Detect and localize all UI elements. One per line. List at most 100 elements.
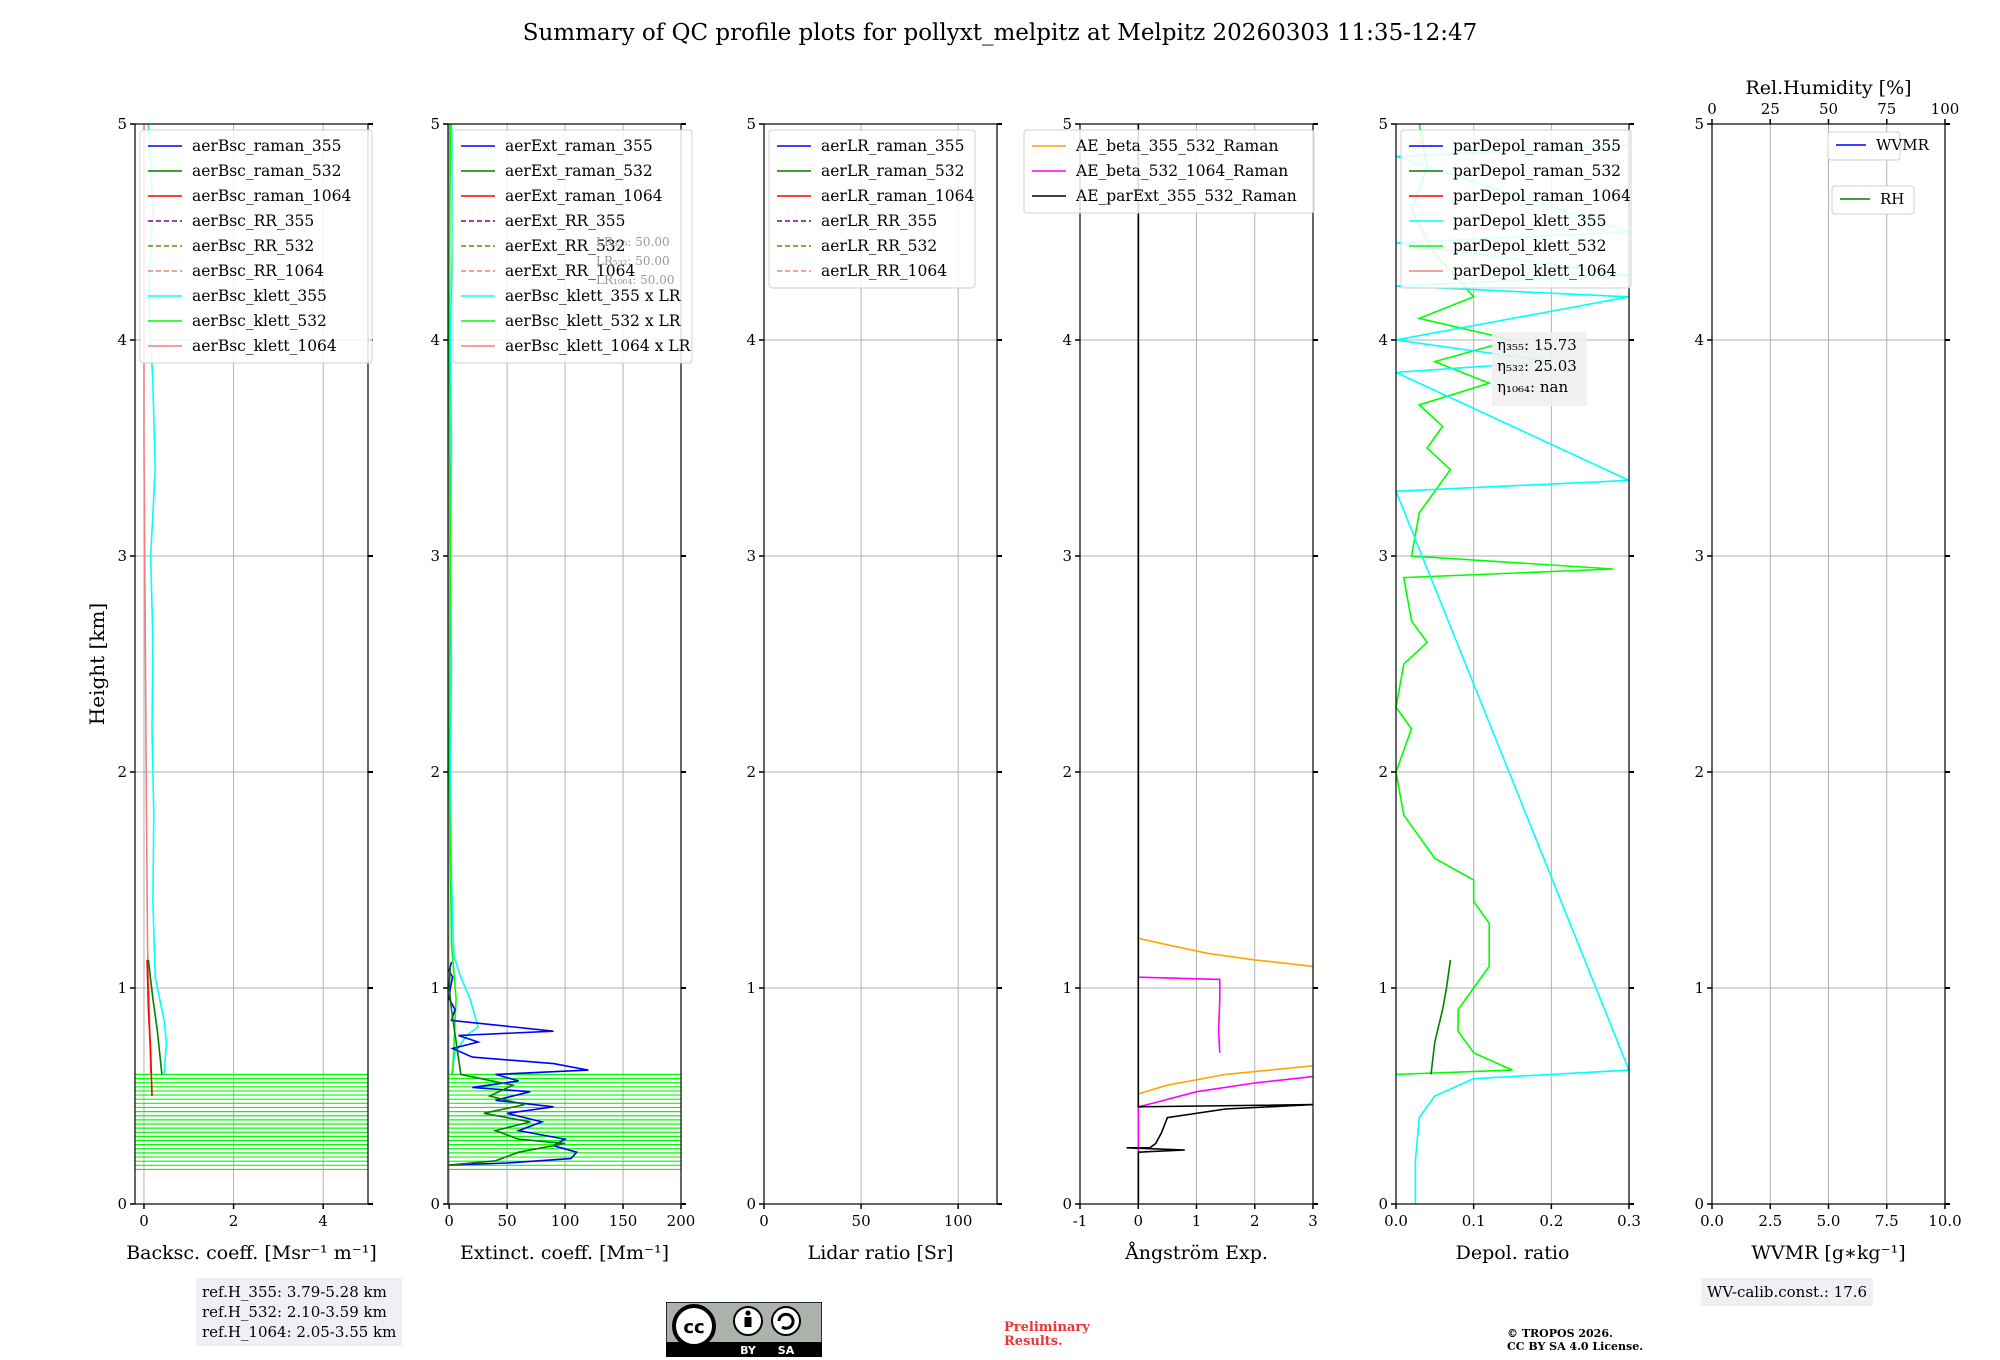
legend-label: aerBsc_klett_532 <box>192 312 327 330</box>
cc-icon <box>672 1304 716 1348</box>
lidar-ratio-annotation: LR₁₀₆₄: 50.00 <box>596 273 674 287</box>
panel-6: 0 1 2 3 4 5 0.0 2.5 5.0 7.5 10.0 WVMR [g∗kg⁻¹] 0 25 50… <box>1694 77 1961 1264</box>
legend-label: parDepol_klett_1064 <box>1453 262 1616 280</box>
legend: aerLR_raman_355 aerLR_raman_532 aerLR_rama… <box>768 129 976 289</box>
legend-label: aerBsc_klett_532 x LR <box>505 312 682 330</box>
cc-by-label: BY <box>740 1344 757 1357</box>
y-tick-label: 5 <box>1062 115 1072 133</box>
x-tick-label: 200 <box>667 1212 696 1230</box>
legend-label: aerBsc_klett_1064 x LR <box>505 337 692 355</box>
y-tick-label: 0 <box>1694 1195 1704 1213</box>
legend-label: aerExt_RR_532 <box>505 237 626 255</box>
legend-label: parDepol_klett_355 <box>1453 212 1606 230</box>
x-tick-label: 3 <box>1308 1212 1318 1230</box>
wv-calibration-constant: WV-calib.const.: 17.6 <box>1707 1283 1868 1301</box>
y-tick-label: 4 <box>117 331 127 349</box>
x-tick-label: 0.0 <box>1384 1212 1408 1230</box>
y-tick-label: 1 <box>1062 979 1072 997</box>
axes-frame <box>134 123 369 1205</box>
x-axis-label: Lidar ratio [Sr] <box>808 1242 954 1264</box>
y-tick-label: 5 <box>1694 115 1704 133</box>
x-tick-label: 0.2 <box>1539 1212 1563 1230</box>
y-tick-label: 2 <box>1062 763 1072 781</box>
legend: aerExt_raman_355 aerExt_raman_532 aerExt_r… <box>452 129 693 364</box>
eta-annotation: η₅₃₂: 25.03 <box>1497 357 1577 375</box>
legend-label: aerBsc_RR_355 <box>192 212 314 230</box>
y-tick-label: 2 <box>1694 763 1704 781</box>
x-tick-label: 0.0 <box>1700 1212 1724 1230</box>
x-tick-label: 0 <box>1133 1212 1143 1230</box>
series-line-AE_beta_355_532_Raman <box>1137 124 1314 1204</box>
y-tick-label: 1 <box>117 979 127 997</box>
y-tick-label: 1 <box>746 979 756 997</box>
x-tick-label: 1 <box>1192 1212 1202 1230</box>
x-tick-label: 4 <box>318 1212 328 1230</box>
legend-box <box>139 129 373 364</box>
wv-calibration-box: WV-calib.const.: 17.6 <box>1701 1278 1874 1306</box>
legend-label: aerLR_raman_1064 <box>821 187 974 205</box>
legend-label: aerBsc_raman_355 <box>192 137 342 155</box>
y-tick-label: 3 <box>430 547 440 565</box>
x-tick-label: 7.5 <box>1875 1212 1899 1230</box>
legend: WVMR RH <box>1827 131 1930 215</box>
legend-label: aerExt_RR_355 <box>505 212 626 230</box>
axes-frame <box>763 123 998 1205</box>
y-tick-label: 0 <box>746 1195 756 1213</box>
y-tick-label: 4 <box>746 331 756 349</box>
y-tick-label: 3 <box>746 547 756 565</box>
top-x-tick-label: 50 <box>1819 100 1838 118</box>
legend-box <box>768 129 976 289</box>
cc-by-sa-license-badge: cc BY SA <box>666 1302 822 1357</box>
y-tick-label: 0 <box>1378 1195 1388 1213</box>
y-tick-label: 0 <box>430 1195 440 1213</box>
y-tick-label: 5 <box>117 115 127 133</box>
lidar-ratio-annotation: LR₃₅₅: 50.00 <box>596 235 670 249</box>
panel-5: 0 1 2 3 4 5 0.0 0.1 0.2 0.3 Depol. ratio parDepol_r… <box>1378 115 1640 1264</box>
y-tick-label: 1 <box>1694 979 1704 997</box>
x-tick-label: 2 <box>1250 1212 1260 1230</box>
legend-label: aerBsc_RR_1064 <box>192 262 324 280</box>
top-x-tick-label: 75 <box>1877 100 1896 118</box>
legend-label: aerLR_RR_355 <box>821 212 937 230</box>
legend-box <box>1827 131 1901 161</box>
legend-box <box>452 129 693 364</box>
y-tick-label: 5 <box>746 115 756 133</box>
y-tick-label: 1 <box>430 979 440 997</box>
y-tick-label: 2 <box>430 763 440 781</box>
x-tick-label: 5.0 <box>1817 1212 1841 1230</box>
legend-label: aerBsc_RR_532 <box>192 237 314 255</box>
cc-sa-label: SA <box>778 1344 795 1357</box>
legend-label: parDepol_klett_532 <box>1453 237 1606 255</box>
eta-box <box>1492 332 1587 406</box>
ref-height-355: ref.H_355: 3.79-5.28 km <box>202 1283 387 1301</box>
copyright-note: © TROPOS 2026. CC BY SA 4.0 License. <box>1507 1327 1643 1353</box>
x-tick-label: 10.0 <box>1928 1212 1961 1230</box>
legend-box <box>1400 129 1632 289</box>
share-alike-icon <box>771 1306 801 1336</box>
legend-label: AE_beta_355_532_Raman <box>1075 137 1278 155</box>
y-tick-label: 5 <box>430 115 440 133</box>
top-x-tick-label: 100 <box>1931 100 1960 118</box>
x-tick-label: 0 <box>444 1212 454 1230</box>
x-axis-label: Extinct. coeff. [Mm⁻¹] <box>460 1242 669 1264</box>
legend-label: aerExt_raman_1064 <box>505 187 663 205</box>
series-line-aerBsc_klett_355 x LR <box>449 123 480 1075</box>
y-tick-label: 3 <box>117 547 127 565</box>
legend-label: WVMR <box>1876 136 1930 154</box>
y-tick-label: 3 <box>1378 547 1388 565</box>
reference-heights-box: ref.H_355: 3.79-5.28 km ref.H_532: 2.10-… <box>196 1278 403 1346</box>
legend-label: RH <box>1880 190 1904 208</box>
legend-label: aerExt_RR_1064 <box>505 262 636 280</box>
copyright-line-1: © TROPOS 2026. <box>1507 1327 1613 1340</box>
legend-box <box>1831 185 1915 215</box>
y-tick-label: 3 <box>1062 547 1072 565</box>
x-tick-label: 0 <box>759 1212 769 1230</box>
legend-label: parDepol_raman_532 <box>1453 162 1621 180</box>
legend-label: aerLR_RR_1064 <box>821 262 947 280</box>
legend-label: aerLR_raman_355 <box>821 137 964 155</box>
series-line-AE_parExt_355_532_Raman <box>1126 124 1314 1204</box>
